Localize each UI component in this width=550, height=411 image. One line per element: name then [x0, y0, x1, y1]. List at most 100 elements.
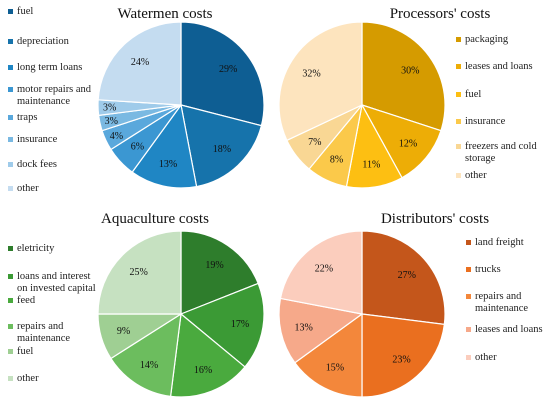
slice-label: 30%: [401, 65, 419, 76]
legend-swatch: [466, 267, 471, 272]
pie-slice-other: [279, 230, 363, 315]
slice-label: 15%: [326, 363, 344, 374]
slice-label: 12%: [399, 139, 417, 150]
legend-swatch: [8, 9, 13, 14]
slice-label: 23%: [392, 354, 410, 365]
slice-label: 9%: [117, 326, 130, 337]
legend-entry: other: [17, 183, 39, 194]
pie-chart-3: Aquaculture costs 19% 17% 16% 14% 9% 25% eletri…: [8, 211, 265, 398]
pie-slice-fuel: [180, 21, 265, 127]
slice-label: 27%: [398, 270, 416, 281]
legend-swatch: [456, 92, 461, 97]
legend-entry: depreciation: [17, 36, 70, 47]
pie-slice-repairs-and-maintenance: [110, 312, 182, 398]
slice-label: 6%: [131, 141, 144, 152]
legend-entry: motor repairs and maintenance: [17, 84, 92, 107]
pie-chart-1: Watermen costs 29% 18% 13% 6% 4% 3% 3% 24% fuel de…: [8, 6, 265, 194]
legend-entry: fuel: [17, 6, 33, 17]
pie-chart-4: Distributors' costs 27% 23% 15% 13% 22% land f…: [278, 211, 543, 398]
legend-swatch: [456, 119, 461, 124]
slice-label: 19%: [205, 260, 223, 271]
slice-label: 17%: [231, 319, 249, 330]
legend-entry: other: [475, 352, 497, 363]
pie-slice-other: [97, 230, 182, 315]
legend-entry: dock fees: [17, 159, 57, 170]
pie-slice-loans-and-interest-on-invested-capital: [179, 282, 265, 368]
chart-title: Watermen costs: [117, 6, 212, 22]
slice-label: 18%: [213, 144, 231, 155]
legend-swatch: [8, 274, 13, 279]
legend-swatch: [8, 298, 13, 303]
legend-entry: packaging: [465, 34, 509, 45]
legend-entry: insurance: [465, 116, 506, 127]
legend-swatch: [8, 349, 13, 354]
legend-swatch: [8, 115, 13, 120]
pie-slice-depreciation: [180, 104, 263, 188]
legend-swatch: [8, 246, 13, 251]
legend-swatch: [8, 39, 13, 44]
pie-slice-trucks: [361, 313, 446, 398]
slice-label: 22%: [315, 264, 333, 275]
pie-slice-other: [278, 21, 363, 142]
pie-slice-eletricity: [180, 230, 259, 315]
legend-entry: long term loans: [17, 62, 82, 73]
pie-slice-repairs-and-maintenance: [294, 312, 363, 398]
pie-slice-leases-and-loans: [360, 103, 442, 179]
legend-entry: leases and loans: [475, 324, 543, 335]
slice-label: 24%: [131, 57, 149, 68]
pie-slice-leases-and-loans: [278, 297, 364, 364]
legend-swatch: [456, 173, 461, 178]
legend-swatch: [456, 64, 461, 69]
legend-entry: traps: [17, 112, 37, 123]
legend-entry: leases and loans: [465, 61, 533, 72]
legend-entry: fuel: [465, 89, 481, 100]
legend-entry: trucks: [475, 264, 501, 275]
legend-entry: insurance: [17, 134, 58, 145]
pie-slice-land-freight: [361, 230, 446, 326]
slice-label: 13%: [159, 159, 177, 170]
legend-entry: land freight: [475, 237, 524, 248]
slice-label: 11%: [362, 160, 380, 171]
legend-entry: repairs and maintenance: [17, 321, 70, 344]
slice-label: 25%: [130, 267, 148, 278]
legend-entry: freezers and cold storage: [465, 141, 537, 164]
legend-swatch: [8, 376, 13, 381]
legend-swatch: [466, 355, 471, 360]
chart-title: Processors' costs: [390, 6, 491, 22]
slice-label: 3%: [103, 103, 116, 114]
legend-entry: eletricity: [17, 243, 55, 254]
slice-label: 16%: [194, 365, 212, 376]
pie-slice-packaging: [361, 21, 446, 132]
legend-swatch: [466, 294, 471, 299]
legend-entry: loans and interest on invested capital: [17, 271, 96, 294]
pie-chart-2: Processors' costs 30% 12% 11% 8% 7% 32% packagi…: [278, 6, 537, 189]
chart-title: Aquaculture costs: [101, 211, 209, 227]
legend-swatch: [8, 186, 13, 191]
slice-label: 7%: [308, 137, 321, 148]
legend-entry: fuel: [17, 346, 33, 357]
slice-label: 32%: [302, 69, 320, 80]
legend-swatch: [8, 162, 13, 167]
legend-swatch: [456, 37, 461, 42]
legend-swatch: [466, 327, 471, 332]
slice-label: 3%: [105, 116, 118, 127]
pie-slice-feed: [169, 312, 246, 398]
legend-entry: repairs and maintenance: [475, 291, 528, 314]
slice-label: 14%: [140, 360, 158, 371]
legend-swatch: [8, 65, 13, 70]
legend-swatch: [8, 324, 13, 329]
legend-swatch: [466, 240, 471, 245]
slice-label: 13%: [295, 323, 313, 334]
legend-entry: other: [465, 170, 487, 181]
legend-swatch: [8, 137, 13, 142]
legend-swatch: [456, 144, 461, 149]
legend-swatch: [8, 87, 13, 92]
slice-label: 4%: [110, 131, 123, 142]
chart-title: Distributors' costs: [381, 211, 489, 227]
legend-entry: other: [17, 373, 39, 384]
pie-slice-other: [97, 21, 182, 106]
legend-entry: feed: [17, 295, 36, 306]
slice-label: 8%: [330, 155, 343, 166]
